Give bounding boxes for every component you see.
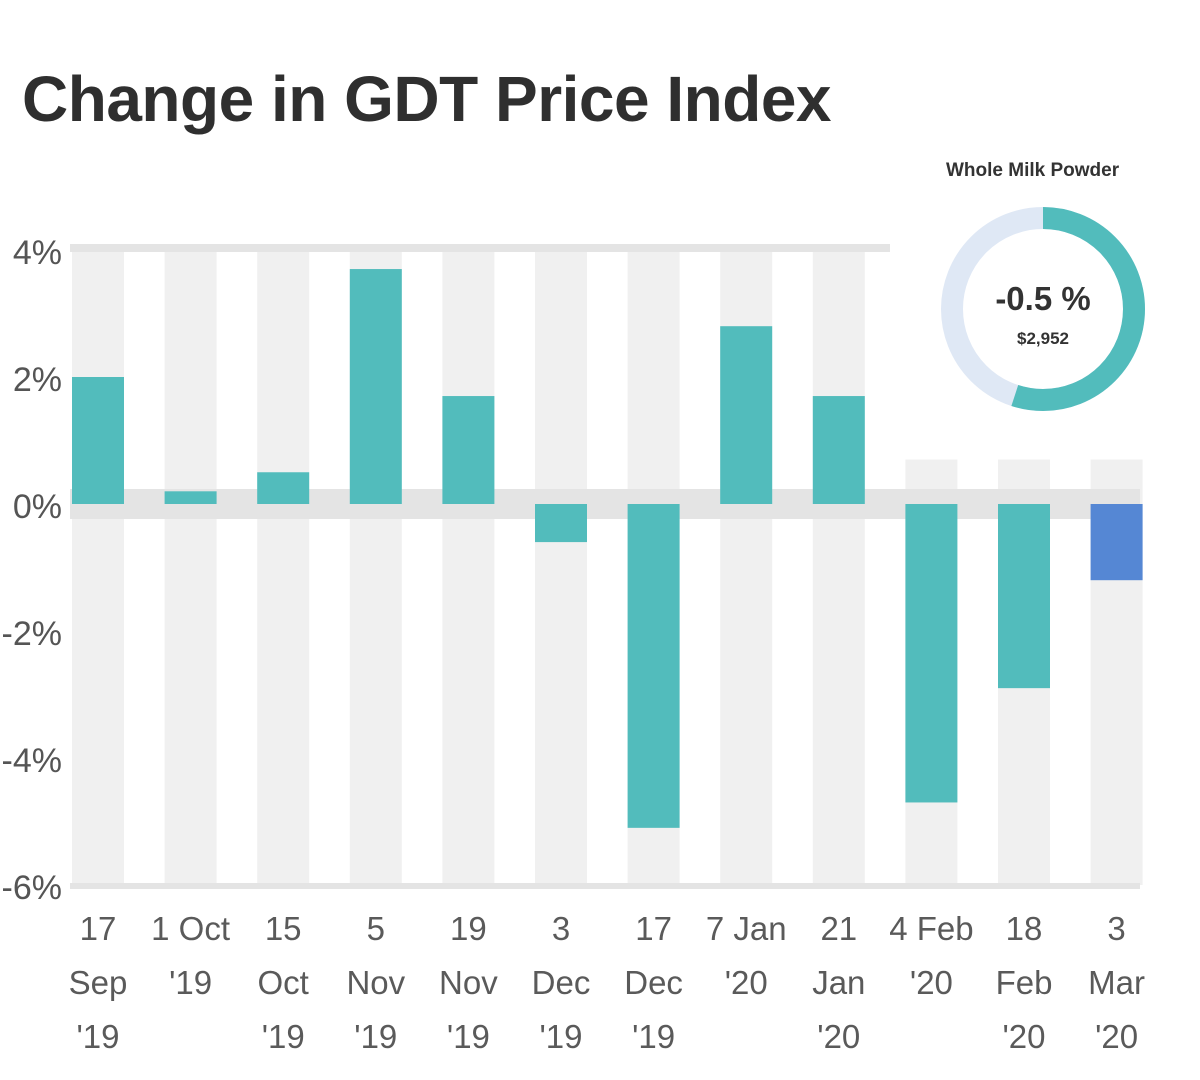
bar bbox=[442, 396, 495, 504]
y-tick-label: -6% bbox=[2, 869, 62, 907]
top-gridline bbox=[70, 244, 890, 252]
bar bbox=[905, 504, 958, 803]
y-tick-label: -2% bbox=[2, 615, 62, 653]
x-tick-label: 17 bbox=[635, 910, 672, 947]
x-tick-label: Dec bbox=[532, 964, 591, 1001]
x-tick-label: 18 bbox=[1006, 910, 1043, 947]
x-tick-label: Sep bbox=[69, 964, 128, 1001]
x-tick-label: '20 bbox=[1002, 1018, 1045, 1055]
bar bbox=[812, 396, 865, 504]
donut-value: -0.5 % bbox=[995, 280, 1091, 317]
x-tick-label: '19 bbox=[76, 1018, 119, 1055]
x-tick-label: '19 bbox=[539, 1018, 582, 1055]
bar bbox=[1090, 504, 1143, 581]
x-tick-label: '20 bbox=[910, 964, 953, 1001]
x-tick-label: Mar bbox=[1088, 964, 1145, 1001]
y-tick-label: 4% bbox=[13, 234, 62, 272]
chart-title: Change in GDT Price Index bbox=[22, 63, 832, 135]
x-tick-label: Dec bbox=[624, 964, 683, 1001]
x-tick-label: 3 bbox=[552, 910, 570, 947]
x-tick-label: '19 bbox=[262, 1018, 305, 1055]
bar bbox=[349, 269, 402, 504]
x-tick-label: 21 bbox=[820, 910, 857, 947]
x-tick-label: 7 Jan bbox=[706, 910, 787, 947]
x-tick-label: 3 bbox=[1107, 910, 1125, 947]
x-tick-label: 4 Feb bbox=[889, 910, 973, 947]
x-tick-label: '20 bbox=[1095, 1018, 1138, 1055]
bar bbox=[720, 326, 773, 504]
x-tick-label: 5 bbox=[367, 910, 385, 947]
y-tick-label: -4% bbox=[2, 742, 62, 780]
bottom-axis-line bbox=[70, 883, 1140, 889]
bar bbox=[257, 472, 310, 504]
bar bbox=[535, 504, 587, 543]
x-tick-label: 1 Oct bbox=[151, 910, 230, 947]
bar bbox=[72, 377, 124, 504]
x-tick-label: Feb bbox=[996, 964, 1053, 1001]
bar bbox=[164, 491, 217, 504]
bar bbox=[627, 504, 680, 828]
x-tick-label: 15 bbox=[265, 910, 302, 947]
bar bbox=[998, 504, 1050, 689]
y-tick-label: 0% bbox=[13, 488, 62, 526]
y-tick-label: 2% bbox=[13, 361, 62, 399]
donut-fill-arc bbox=[941, 207, 1145, 411]
x-tick-label: 19 bbox=[450, 910, 487, 947]
x-tick-label: '19 bbox=[447, 1018, 490, 1055]
x-tick-label: 17 bbox=[80, 910, 117, 947]
donut-price: $2,952 bbox=[1017, 329, 1069, 348]
x-tick-label: '19 bbox=[169, 964, 212, 1001]
donut-label: Whole Milk Powder bbox=[946, 160, 1120, 181]
column-background bbox=[812, 250, 865, 885]
column-background bbox=[72, 250, 124, 885]
x-tick-label: '20 bbox=[725, 964, 768, 1001]
column-background bbox=[257, 250, 310, 885]
x-tick-label: Oct bbox=[258, 964, 309, 1001]
column-background bbox=[535, 250, 587, 885]
x-tick-label: '19 bbox=[354, 1018, 397, 1055]
x-tick-label: Jan bbox=[812, 964, 865, 1001]
zero-band bbox=[70, 489, 1140, 519]
x-tick-label: Nov bbox=[439, 964, 498, 1001]
column-background bbox=[164, 250, 217, 885]
column-background bbox=[442, 250, 495, 885]
x-tick-label: Nov bbox=[346, 964, 405, 1001]
x-tick-label: '20 bbox=[817, 1018, 860, 1055]
x-tick-label: '19 bbox=[632, 1018, 675, 1055]
donut-chart bbox=[940, 206, 1146, 412]
